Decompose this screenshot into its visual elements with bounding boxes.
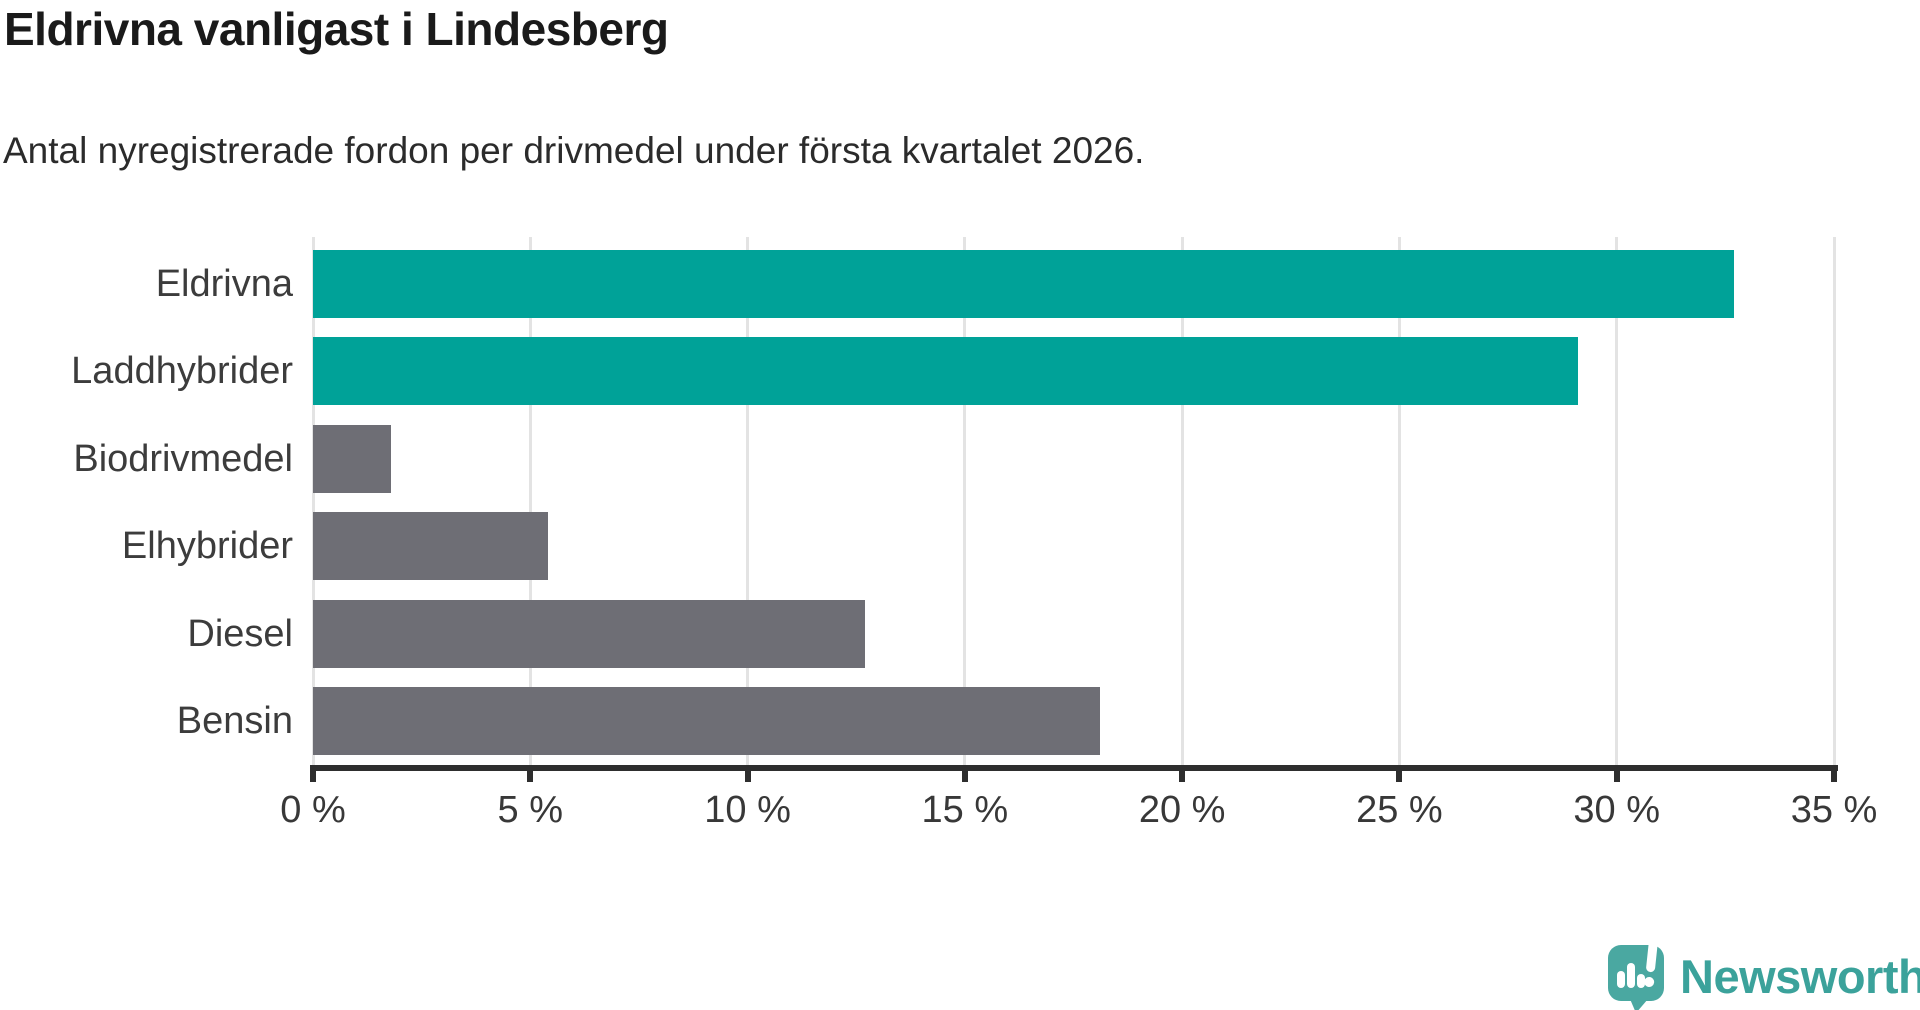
gridline: [528, 237, 532, 765]
x-axis-tick-label: 20 %: [1138, 789, 1226, 831]
bar-biodrivmedel: [313, 424, 392, 493]
bar-elhybrider: [313, 512, 548, 581]
x-axis-tick: [310, 765, 316, 782]
category-label: Eldrivna: [155, 263, 293, 305]
x-axis-tick: [1179, 765, 1186, 782]
gridline: [311, 237, 315, 765]
plot-area: [311, 237, 1837, 765]
gridline: [1615, 237, 1619, 765]
newsworthy-logo: Newsworthy: [1608, 941, 1920, 1010]
gridline: [963, 237, 967, 765]
brand-name: Newsworthy: [1680, 950, 1920, 1003]
x-axis-tick: [1396, 765, 1403, 782]
x-axis-tick-label: 0 %: [280, 789, 346, 831]
x-axis-tick: [1831, 765, 1837, 782]
bar-bensin: [313, 687, 1100, 755]
bar-diesel: [313, 599, 865, 668]
gridline: [1832, 237, 1836, 765]
newsworthy-speech-bubble-bar-chart-icon: [1608, 941, 1664, 1010]
x-axis-tick-label: 15 %: [921, 789, 1009, 831]
category-label: Laddhybrider: [71, 350, 293, 393]
category-label: Diesel: [187, 612, 293, 655]
category-label: Biodrivmedel: [73, 437, 293, 480]
x-axis-tick: [744, 765, 751, 782]
x-axis-tick-label: 10 %: [704, 789, 791, 831]
x-axis-line: [310, 765, 1838, 771]
x-axis-tick-label: 35 %: [1790, 789, 1878, 831]
x-axis-tick-label: 5 %: [497, 789, 564, 831]
category-label: Bensin: [176, 700, 293, 742]
gridline: [746, 237, 750, 765]
category-label: Elhybrider: [121, 525, 293, 568]
chart-title: Eldrivna vanligast i Lindesberg: [4, 3, 669, 55]
chart-subtitle: Antal nyregistrerade fordon per drivmede…: [3, 130, 1145, 171]
bar-laddhybrider: [313, 337, 1578, 406]
x-axis-tick-label: 25 %: [1356, 789, 1443, 831]
bar-eldrivna: [313, 250, 1735, 318]
x-axis-tick-label: 30 %: [1573, 789, 1661, 831]
x-axis-tick: [1613, 765, 1620, 782]
x-axis-tick: [527, 765, 534, 782]
gridline: [1180, 237, 1184, 765]
x-axis-tick: [961, 765, 968, 782]
gridline: [1397, 237, 1401, 765]
